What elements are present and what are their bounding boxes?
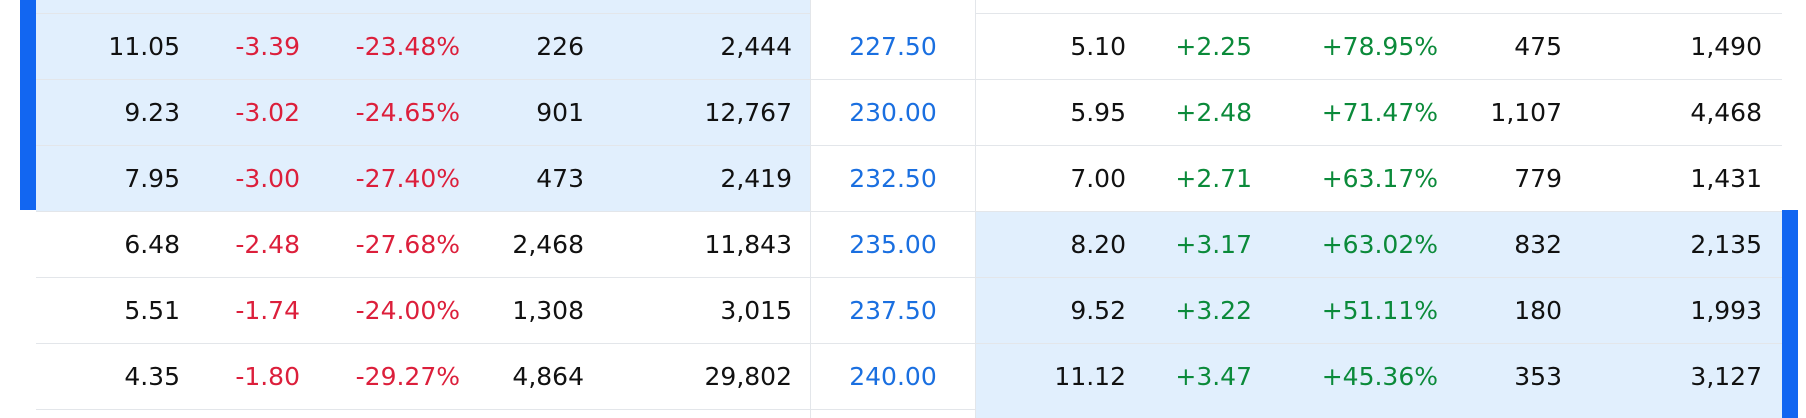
call-last-price: 6.48: [124, 230, 180, 259]
call-last-price: 4.35: [124, 362, 180, 391]
call-open-interest: 12,767: [704, 98, 792, 127]
call-volume: 1,308: [512, 296, 584, 325]
strike-price[interactable]: 230.00: [849, 98, 937, 127]
put-open-interest: 1,490: [1690, 32, 1762, 61]
call-open-interest: 2,419: [720, 164, 792, 193]
call-percent-change: -29.27%: [355, 362, 460, 391]
call-open-interest: 2,444: [720, 32, 792, 61]
partial-row-bottom: [36, 408, 1782, 418]
put-last-price: 5.95: [1070, 98, 1126, 127]
strike-price[interactable]: 237.50: [849, 296, 937, 325]
put-change: +3.17: [1175, 230, 1252, 259]
put-last-price: 5.10: [1070, 32, 1126, 61]
put-volume: 832: [1514, 230, 1562, 259]
put-change: +2.25: [1175, 32, 1252, 61]
strike-price[interactable]: 235.00: [849, 230, 937, 259]
put-last-price: 8.20: [1070, 230, 1126, 259]
put-open-interest: 2,135: [1690, 230, 1762, 259]
call-side: [36, 80, 810, 145]
put-percent-change: +63.17%: [1321, 164, 1438, 193]
table-row-strike-240-00[interactable]: 4.35 -1.80 -29.27% 4,864 29,802 240.00 1…: [36, 344, 1782, 410]
call-side: [36, 14, 810, 79]
call-volume: 226: [536, 32, 584, 61]
put-change: +3.47: [1175, 362, 1252, 391]
put-last-price: 11.12: [1054, 362, 1126, 391]
put-volume: 353: [1514, 362, 1562, 391]
call-percent-change: -24.65%: [355, 98, 460, 127]
call-change: -1.74: [235, 296, 300, 325]
put-open-interest: 3,127: [1690, 362, 1762, 391]
call-volume: 473: [536, 164, 584, 193]
strike-price[interactable]: 227.50: [849, 32, 937, 61]
put-itm-highlight: [976, 408, 1782, 418]
call-open-interest: 29,802: [704, 362, 792, 391]
call-change: -3.39: [235, 32, 300, 61]
strike-price[interactable]: 240.00: [849, 362, 937, 391]
put-volume: 1,107: [1490, 98, 1562, 127]
put-percent-change: +45.36%: [1321, 362, 1438, 391]
put-open-interest: 4,468: [1690, 98, 1762, 127]
put-open-interest: 1,431: [1690, 164, 1762, 193]
call-percent-change: -27.40%: [355, 164, 460, 193]
put-change: +3.22: [1175, 296, 1252, 325]
put-change: +2.71: [1175, 164, 1252, 193]
call-last-price: 5.51: [124, 296, 180, 325]
call-itm-highlight: [36, 0, 810, 13]
strike-price[interactable]: 232.50: [849, 164, 937, 193]
call-itm-marker: [20, 0, 36, 210]
call-change: -3.02: [235, 98, 300, 127]
table-row-strike-230-00[interactable]: 9.23 -3.02 -24.65% 901 12,767 230.00 5.9…: [36, 80, 1782, 146]
call-percent-change: -27.68%: [355, 230, 460, 259]
table-row-strike-235-00[interactable]: 6.48 -2.48 -27.68% 2,468 11,843 235.00 8…: [36, 212, 1782, 278]
put-percent-change: +78.95%: [1321, 32, 1438, 61]
table-row-strike-232-50[interactable]: 7.95 -3.00 -27.40% 473 2,419 232.50 7.00…: [36, 146, 1782, 212]
strike-column: [810, 0, 976, 418]
put-itm-marker: [1782, 210, 1798, 418]
call-volume: 901: [536, 98, 584, 127]
call-volume: 4,864: [512, 362, 584, 391]
put-last-price: 9.52: [1070, 296, 1126, 325]
call-open-interest: 11,843: [704, 230, 792, 259]
put-percent-change: +63.02%: [1321, 230, 1438, 259]
call-change: -3.00: [235, 164, 300, 193]
call-change: -1.80: [235, 362, 300, 391]
table-row-strike-227-50[interactable]: 11.05 -3.39 -23.48% 226 2,444 227.50 5.1…: [36, 14, 1782, 80]
put-open-interest: 1,993: [1690, 296, 1762, 325]
put-volume: 475: [1514, 32, 1562, 61]
put-change: +2.48: [1175, 98, 1252, 127]
put-volume: 180: [1514, 296, 1562, 325]
table-row-strike-237-50[interactable]: 5.51 -1.74 -24.00% 1,308 3,015 237.50 9.…: [36, 278, 1782, 344]
put-last-price: 7.00: [1070, 164, 1126, 193]
call-percent-change: -24.00%: [355, 296, 460, 325]
call-side: [36, 146, 810, 211]
put-percent-change: +51.11%: [1321, 296, 1438, 325]
call-last-price: 9.23: [124, 98, 180, 127]
put-side: [976, 212, 1782, 277]
put-percent-change: +71.47%: [1321, 98, 1438, 127]
call-last-price: 11.05: [108, 32, 180, 61]
call-last-price: 7.95: [124, 164, 180, 193]
put-side: [976, 344, 1782, 409]
call-open-interest: 3,015: [720, 296, 792, 325]
put-side: [976, 278, 1782, 343]
call-change: -2.48: [235, 230, 300, 259]
call-volume: 2,468: [512, 230, 584, 259]
call-percent-change: -23.48%: [355, 32, 460, 61]
put-volume: 779: [1514, 164, 1562, 193]
